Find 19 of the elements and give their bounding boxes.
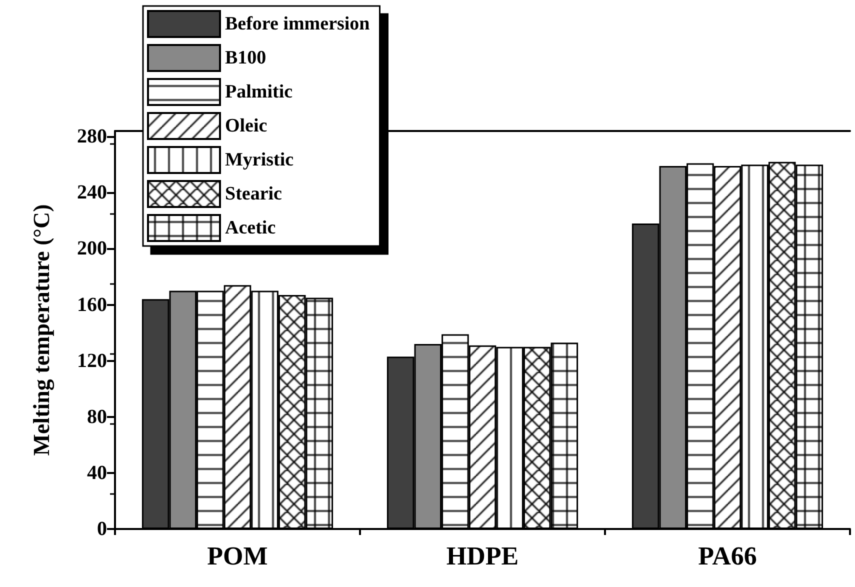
x-tick-label: PA66: [698, 542, 757, 570]
y-tick-label: 80: [87, 406, 107, 428]
y-tick-label: 40: [87, 462, 107, 484]
legend-label: Acetic: [225, 218, 276, 238]
y-tick-label: 280: [77, 126, 107, 148]
legend-label: Before immersion: [225, 14, 370, 34]
y-tick-label: 120: [77, 350, 107, 372]
x-tick-label: HDPE: [446, 542, 519, 570]
legend-label: B100: [225, 48, 266, 68]
y-tick-label: 0: [97, 518, 107, 540]
legend-label: Myristic: [225, 150, 294, 170]
legend-label: Palmitic: [225, 82, 293, 102]
y-tick-label: 160: [77, 294, 107, 316]
y-axis-title: Melting temperature (°C): [29, 204, 55, 456]
x-tick-label: POM: [207, 542, 268, 570]
y-tick-label: 200: [77, 238, 107, 260]
legend-label: Stearic: [225, 184, 282, 204]
legend-label: Oleic: [225, 116, 268, 136]
y-tick-label: 240: [77, 182, 107, 204]
